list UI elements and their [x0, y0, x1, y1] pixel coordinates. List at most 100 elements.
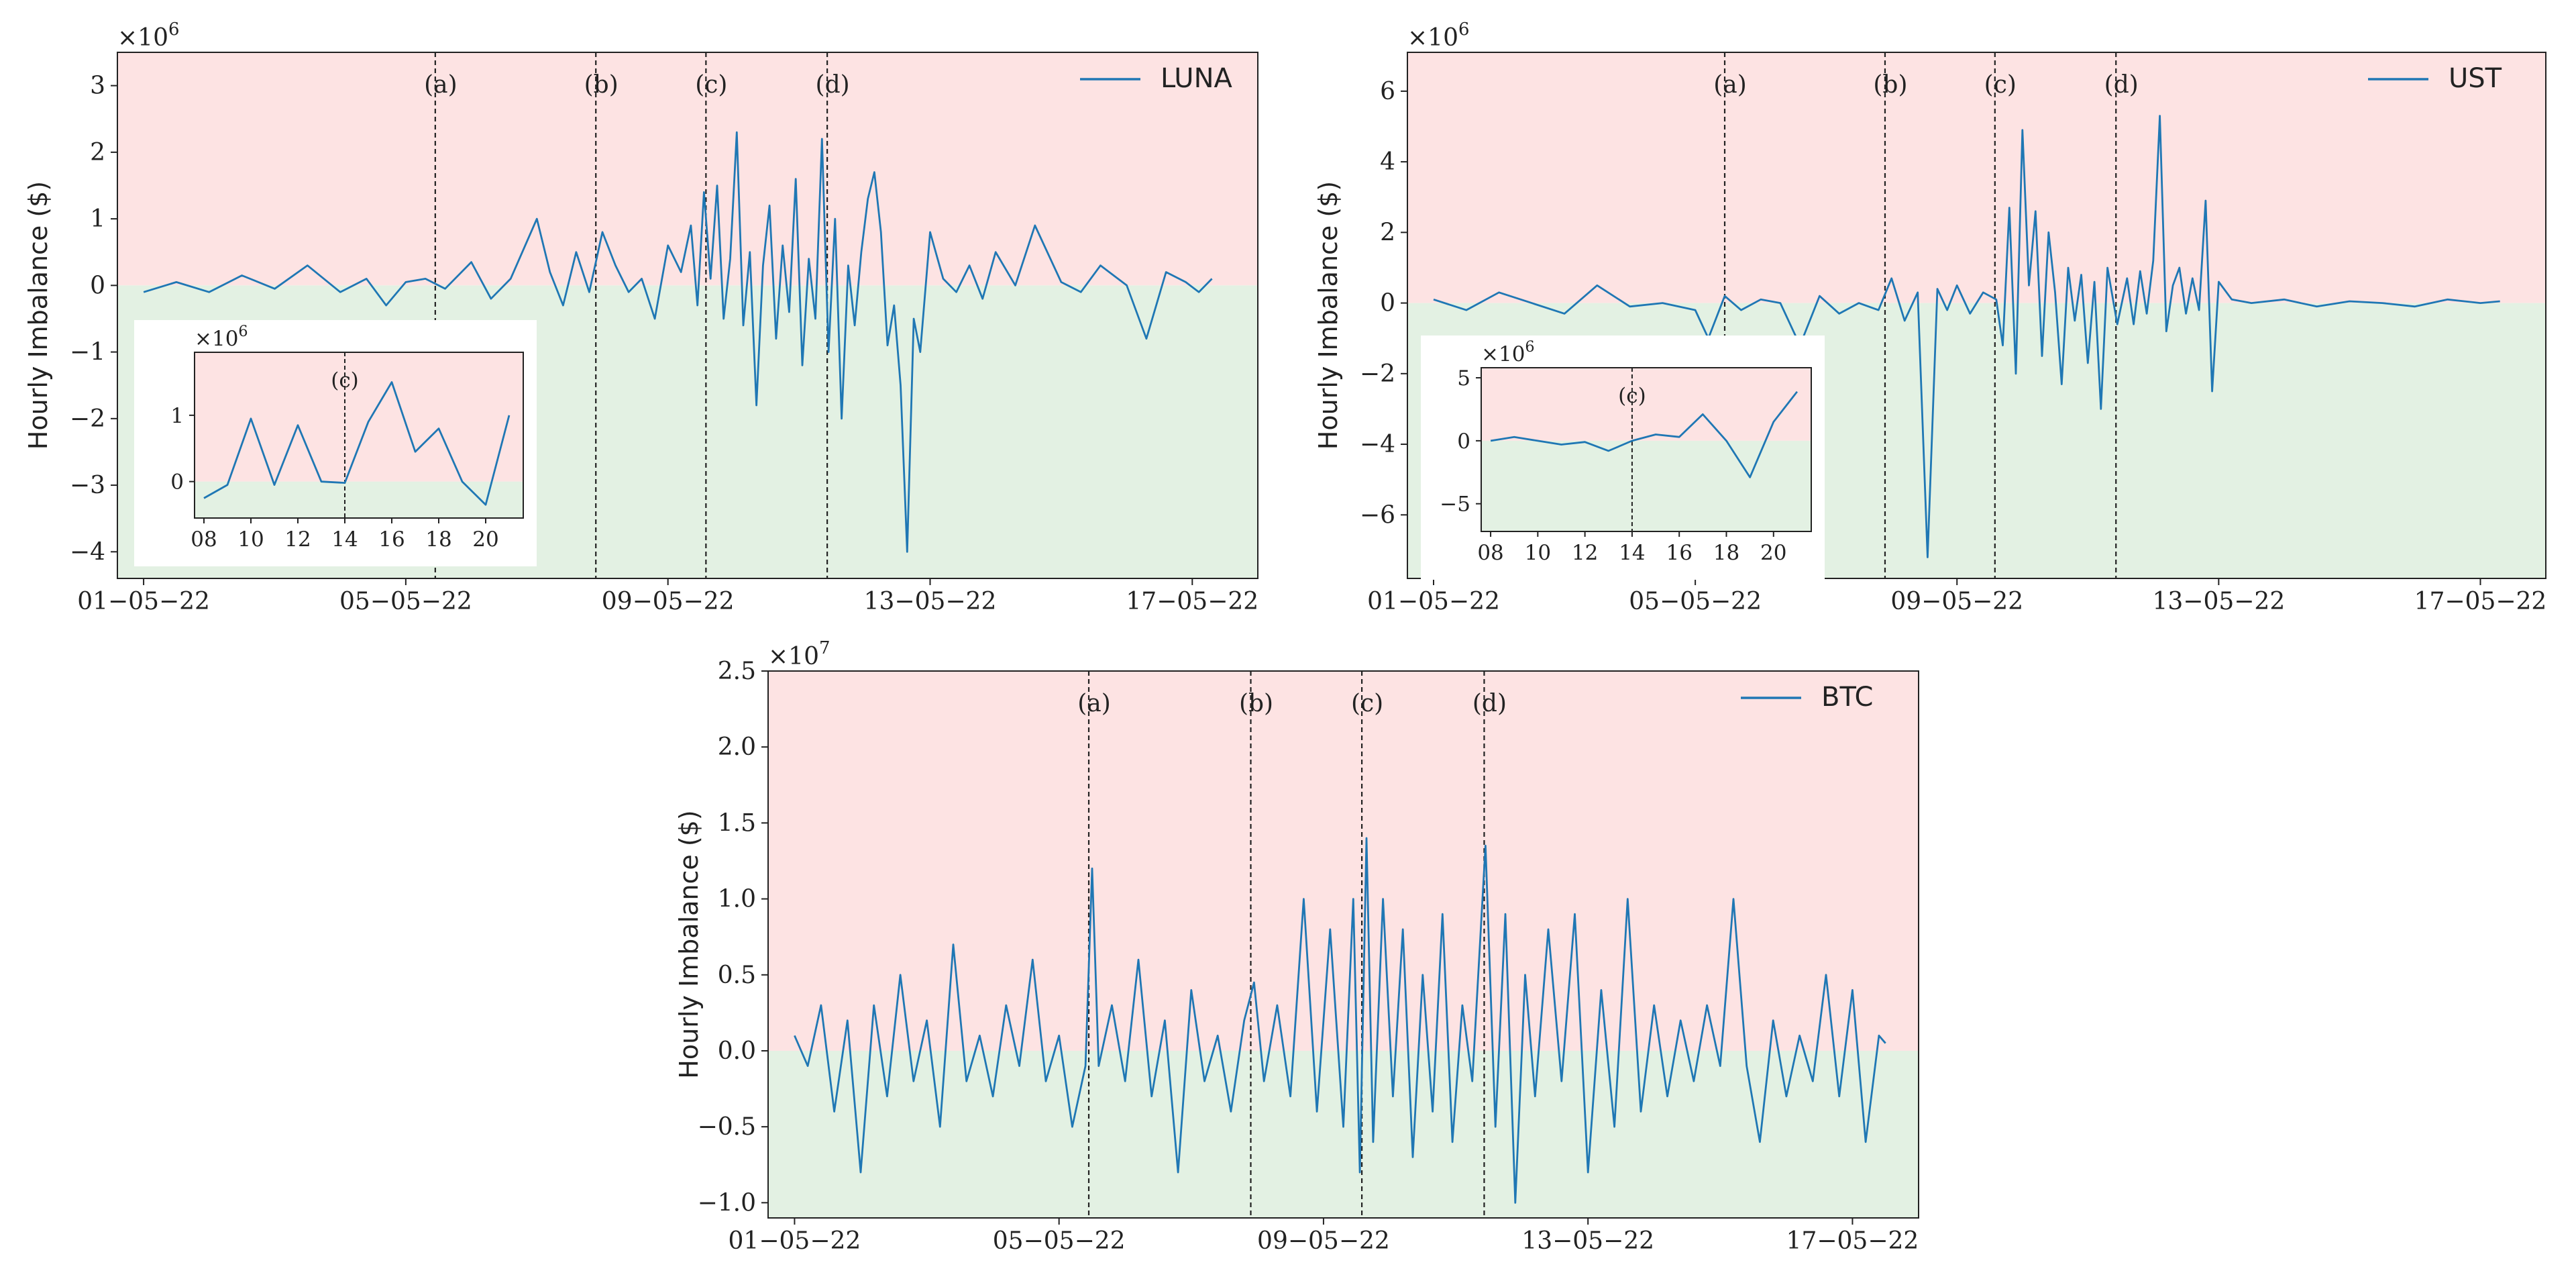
event-label: (a) [424, 71, 458, 99]
inset-x-tick-label: 10 [237, 527, 264, 552]
y-tick-label: 1.0 [718, 886, 756, 913]
y-tick-label: 0 [1380, 290, 1395, 317]
inset-x-tick-label: 16 [378, 527, 405, 552]
inset-x-tick-label: 20 [1760, 541, 1786, 565]
event-label: (d) [2104, 71, 2139, 99]
legend-label: BTC [1821, 682, 1873, 713]
inset-multiplier-exponent: 6 [238, 323, 248, 340]
y-tick-label: −2 [70, 405, 105, 433]
event-label: (d) [1472, 690, 1507, 717]
y-tick-label: −4 [1360, 431, 1395, 458]
x-tick-label: 01−05−22 [77, 588, 210, 615]
y-tick-label: 0 [90, 272, 105, 299]
x-tick-label: 17−05−22 [1786, 1227, 1919, 1255]
event-label: (c) [1351, 690, 1383, 717]
inset-x-tick-label: 16 [1666, 541, 1692, 565]
x-tick-label: 01−05−22 [1367, 588, 1500, 615]
y-tick-label: −2 [1360, 360, 1395, 388]
event-label: (a) [1077, 690, 1111, 717]
inset-multiplier-exponent: 6 [1525, 338, 1534, 356]
x-tick-label: 17−05−22 [2414, 588, 2547, 615]
inset-x-tick-label: 14 [331, 527, 358, 552]
event-label: (b) [1873, 71, 1907, 99]
inset-x-tick-label: 18 [425, 527, 451, 552]
y-multiplier-exponent: 6 [1458, 19, 1469, 40]
x-tick-label: 01−05−22 [729, 1227, 861, 1255]
y-tick-label: 4 [1380, 148, 1395, 176]
event-label: (d) [816, 71, 850, 99]
negative-region-band [768, 1051, 1919, 1218]
y-axis-label: Hourly Imbalance ($) [23, 181, 53, 450]
event-label: (b) [584, 71, 619, 99]
inset-y-tick-label: 5 [1457, 366, 1470, 391]
y-multiplier: ×106 [117, 19, 179, 52]
y-multiplier: ×106 [1407, 19, 1469, 52]
inset-y-tick-label: 0 [170, 470, 184, 495]
chart-panel-ust: (a) (b) (c) (d) −6 −4 −2 0 2 4 6 01−05−22 05−05−22 09… [1313, 19, 2546, 615]
inset-x-tick-label: 12 [284, 527, 311, 552]
y-multiplier-base: ×10 [117, 24, 168, 52]
event-label: (a) [1713, 71, 1747, 99]
y-tick-label: −1.0 [698, 1189, 756, 1217]
y-axis-label: Hourly Imbalance ($) [674, 810, 704, 1078]
y-tick-label: −6 [1360, 501, 1395, 529]
y-tick-label: 0.5 [718, 962, 756, 989]
inset-y-tick-label: 1 [170, 404, 184, 428]
inset-x-tick-label: 10 [1525, 541, 1551, 565]
inset-chart-ust: (c) 08 10 12 14 16 18 20 5 0 −5 ×106 [1421, 336, 1825, 580]
inset-multiplier-base: ×10 [1481, 342, 1525, 366]
inset-positive-band [1481, 368, 1811, 441]
inset-x-tick-label: 18 [1713, 541, 1739, 565]
inset-x-tick-label: 08 [191, 527, 217, 552]
legend-label: LUNA [1161, 63, 1232, 94]
x-tick-label: 09−05−22 [1257, 1227, 1390, 1255]
event-label: (b) [1239, 690, 1273, 717]
y-tick-label: 3 [90, 72, 105, 100]
y-tick-label: 6 [1380, 78, 1395, 105]
y-multiplier-exponent: 6 [168, 19, 179, 40]
inset-positive-band [195, 352, 523, 482]
inset-negative-band [195, 482, 523, 518]
y-tick-label: 1 [90, 205, 105, 233]
x-tick-label: 13−05−22 [2152, 588, 2285, 615]
inset-y-tick-label: −5 [1440, 493, 1470, 517]
y-multiplier: ×107 [768, 638, 830, 670]
event-label: (c) [1984, 71, 2017, 99]
y-axis-label: Hourly Imbalance ($) [1313, 181, 1343, 450]
y-tick-label: 2.5 [718, 658, 756, 685]
inset-x-tick-label: 08 [1477, 541, 1503, 565]
x-tick-label: 09−05−22 [1890, 588, 2023, 615]
y-tick-label: −3 [70, 472, 105, 499]
event-label: (c) [695, 71, 727, 99]
y-multiplier-exponent: 7 [819, 638, 830, 658]
y-tick-label: −4 [70, 538, 105, 566]
positive-region-band [768, 671, 1919, 1051]
inset-event-label: (c) [1618, 384, 1646, 408]
y-tick-label: 2 [1380, 219, 1395, 246]
positive-region-band [117, 52, 1258, 285]
y-multiplier-base: ×10 [1407, 24, 1458, 52]
inset-event-label: (c) [331, 368, 359, 393]
inset-x-tick-label: 14 [1619, 541, 1645, 565]
x-tick-label: 17−05−22 [1126, 588, 1258, 615]
inset-x-tick-label: 12 [1572, 541, 1598, 565]
y-tick-label: 2.0 [718, 733, 756, 761]
x-tick-label: 13−05−22 [1521, 1227, 1654, 1255]
y-tick-label: −1 [70, 339, 105, 366]
y-tick-label: 2 [90, 139, 105, 166]
x-tick-label: 09−05−22 [602, 588, 735, 615]
inset-negative-band [1481, 441, 1811, 531]
chart-panel-btc: (a) (b) (c) (d) −1.0 −0.5 0.0 0.5 1.0 1.5 2.0 2.5 01… [674, 638, 1919, 1255]
y-tick-label: −0.5 [698, 1113, 756, 1141]
x-tick-label: 05−05−22 [339, 588, 472, 615]
inset-chart-luna: (c) 08 10 12 14 16 18 20 0 1 ×106 [134, 320, 537, 566]
y-tick-label: 1.5 [718, 809, 756, 837]
inset-x-tick-label: 20 [472, 527, 498, 552]
x-tick-label: 05−05−22 [993, 1227, 1126, 1255]
y-tick-label: 0.0 [718, 1037, 756, 1065]
legend-label: UST [2449, 63, 2502, 94]
inset-multiplier-base: ×10 [195, 327, 238, 351]
inset-y-tick-label: 0 [1457, 429, 1470, 454]
